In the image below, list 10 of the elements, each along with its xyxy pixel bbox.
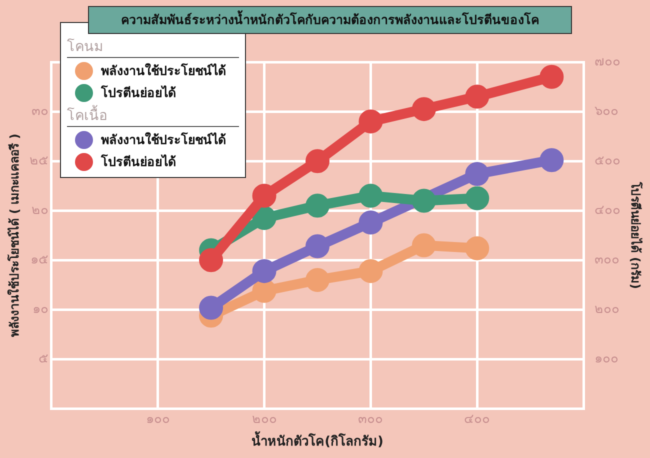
text: โคนม	[67, 35, 239, 58]
y-axis-title: พลังงานใช้ประโยชน์ได้ ( เมกะแคลอรี )	[6, 134, 22, 338]
chart-title: ความสัมพันธ์ระหว่างน้ำหนักตัวโคกับความต้องการพลังงานและโปรตีนของโค	[88, 6, 572, 34]
legend-label: พลังงานใช้ประโยชน์ได้	[101, 62, 226, 80]
legend-label: พลังงานใช้ประโยชน์ได้	[101, 131, 226, 149]
y2-axis-title: โปรตีนย่อยได้ (กรัม)	[628, 180, 644, 289]
annotation: โคเนื้อ	[67, 104, 239, 127]
x-axis-title: น้ำหนักตัวโค(กิโลกรัม)	[252, 430, 384, 450]
legend-label: โปรตีนย่อยได้	[101, 153, 176, 171]
legend-label: โปรตีนย่อยได้	[101, 84, 176, 102]
